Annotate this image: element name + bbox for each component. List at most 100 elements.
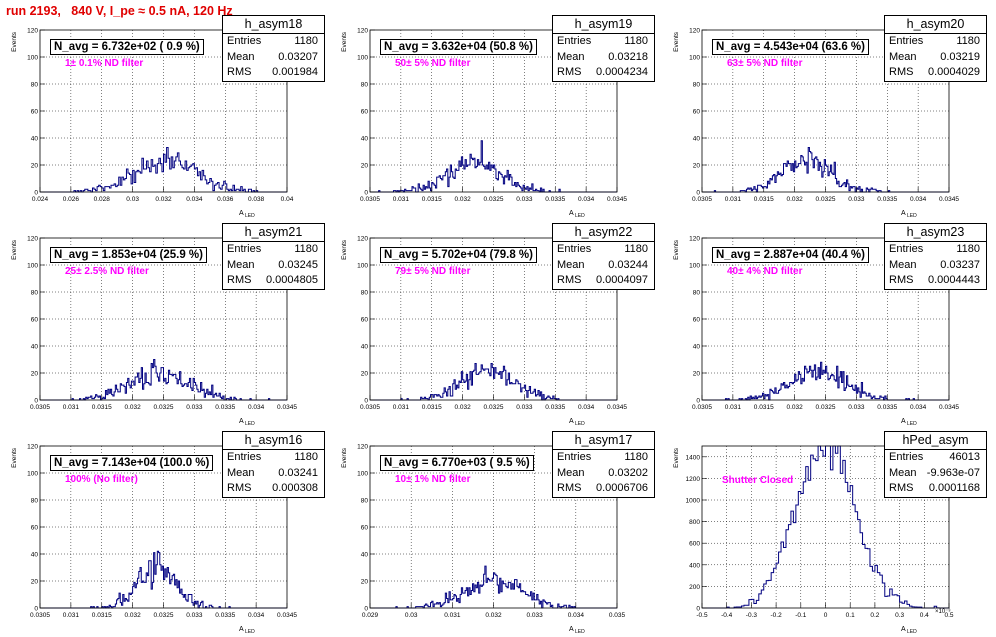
y-tick-label: 60: [31, 317, 39, 324]
y-tick-label: 100: [27, 471, 38, 478]
stats-box: h_asym19 Entries 1180 Mean 0.03218 RMS 0.00042…: [552, 15, 655, 82]
histogram-name: hPed_asym: [885, 432, 986, 450]
x-tick-label: 0.033: [848, 404, 865, 411]
y-tick-label: 100: [357, 263, 368, 270]
y-tick-label: 60: [31, 525, 39, 532]
stats-label: Mean: [889, 466, 917, 479]
x-tick-label: 0.0315: [92, 404, 112, 411]
y-tick-label: 0: [364, 398, 368, 405]
histogram-panel-h_asym17: 0.029 0.03 0.031 0.032 0.033 0.034 0.035 0 20 40 6…: [330, 430, 660, 637]
x-tick-label: 0.0315: [754, 196, 774, 203]
x-tick-label: 0.0335: [877, 196, 897, 203]
x-axis-subscript: LED: [245, 629, 255, 635]
x-axis-subscript: LED: [575, 213, 585, 219]
y-tick-label: 0: [34, 606, 38, 613]
stats-label: Entries: [227, 35, 262, 47]
y-tick-label: 120: [357, 236, 368, 243]
stats-row-entries: Entries 1180: [885, 34, 986, 50]
histogram-panel-hPed_asym: -0.5 -0.4 -0.3 -0.2 -0.1 0 0.1 0.2 0.3 0.4 0.5 0 200…: [662, 430, 992, 637]
stats-label: RMS: [227, 482, 252, 494]
stats-label: Mean: [557, 50, 585, 63]
x-tick-label: 0.034: [568, 612, 585, 619]
stats-row-rms: RMS 0.0004805: [223, 273, 324, 289]
x-tick-label: 0.2: [870, 612, 879, 619]
x-tick-label: 0.033: [186, 612, 203, 619]
histogram-name: h_asym23: [885, 224, 986, 242]
x-tick-label: 0.032: [454, 196, 471, 203]
y-tick-label: 80: [361, 498, 369, 505]
x-tick-label: 0.0305: [692, 404, 712, 411]
y-axis-title: Events: [11, 239, 18, 260]
y-tick-label: 0: [34, 190, 38, 197]
stats-value: 1180: [956, 243, 980, 255]
histogram-panel-h_asym20: 0.0305 0.031 0.0315 0.032 0.0325 0.033 0.0335 0…: [662, 14, 992, 221]
x-tick-label: 0.028: [94, 196, 111, 203]
stats-label: RMS: [889, 274, 914, 286]
x-axis-title: A: [569, 626, 574, 633]
stats-value: 0.03245: [278, 258, 318, 271]
stats-row-entries: Entries 1180: [553, 450, 654, 466]
stats-row-mean: Mean -9.963e-07: [885, 466, 986, 482]
stats-value: 0.0001168: [928, 482, 980, 494]
x-tick-label: 0.034: [186, 196, 203, 203]
x-tick-label: 0: [824, 612, 828, 619]
filter-label: 100% (No filter): [65, 474, 138, 485]
stats-row-mean: Mean 0.03237: [885, 258, 986, 274]
y-tick-label: 20: [31, 371, 39, 378]
x-tick-label: 0.0325: [484, 404, 504, 411]
x-tick-label: 0.0345: [277, 612, 297, 619]
y-tick-label: 120: [689, 236, 700, 243]
stats-box: h_asym21 Entries 1180 Mean 0.03245 RMS 0.00048…: [222, 223, 325, 290]
histogram-panel-h_asym16: 0.0305 0.031 0.0315 0.032 0.0325 0.033 0.0335 0…: [0, 430, 330, 637]
x-axis-subscript: LED: [907, 421, 917, 427]
filter-label: 79± 5% ND filter: [395, 266, 471, 277]
y-tick-label: 100: [357, 55, 368, 62]
x-tick-label: 0.031: [63, 612, 80, 619]
stats-row-rms: RMS 0.0004097: [553, 273, 654, 289]
histogram-panel-h_asym21: 0.0305 0.031 0.0315 0.032 0.0325 0.033 0.0335 0…: [0, 222, 330, 429]
x-tick-label: 0.0335: [877, 404, 897, 411]
x-axis-title: A: [901, 210, 906, 217]
stats-box: h_asym20 Entries 1180 Mean 0.03219 RMS 0.00040…: [884, 15, 987, 82]
navg-label: N_avg = 4.543e+04 (63.6 %): [712, 39, 869, 55]
stats-label: RMS: [227, 66, 252, 78]
stats-row-mean: Mean 0.03244: [553, 258, 654, 274]
stats-value: -9.963e-07: [926, 466, 980, 479]
stats-value: 0.03237: [940, 258, 980, 271]
y-tick-label: 100: [689, 55, 700, 62]
x-axis-subscript: LED: [575, 421, 585, 427]
x-tick-label: 0.0345: [277, 404, 297, 411]
histogram-plot: 0.0305 0.031 0.0315 0.032 0.0325 0.033 0.0335 0…: [11, 444, 297, 636]
stats-value: 0.0004097: [596, 274, 648, 286]
y-tick-label: 80: [31, 290, 39, 297]
x-tick-label: 0.0315: [422, 196, 442, 203]
x-tick-label: -0.1: [795, 612, 807, 619]
stats-label: Mean: [227, 50, 255, 63]
x-tick-label: 0.0335: [215, 612, 235, 619]
stats-value: 0.03218: [608, 50, 648, 63]
y-tick-label: 20: [361, 163, 369, 170]
stats-value: 0.0004234: [596, 66, 648, 78]
stats-value: 1180: [294, 451, 318, 463]
y-tick-label: 1000: [686, 498, 701, 505]
x-tick-label: 0.3: [895, 612, 904, 619]
x-axis-subscript: LED: [575, 629, 585, 635]
x-tick-label: 0.033: [516, 404, 533, 411]
x-tick-label: -0.5: [696, 612, 708, 619]
x-tick-label: 0.034: [578, 196, 595, 203]
x-tick-label: 0.031: [393, 196, 410, 203]
filter-label: 10± 1% ND filter: [395, 474, 471, 485]
x-tick-label: 0.0315: [754, 404, 774, 411]
x-tick-label: -0.2: [770, 612, 782, 619]
stats-label: Mean: [889, 50, 917, 63]
x-tick-label: 0.029: [362, 612, 379, 619]
histogram-name: h_asym16: [223, 432, 324, 450]
histogram-panel-h_asym18: 0.024 0.026 0.028 0.03 0.032 0.034 0.036 0.038 0…: [0, 14, 330, 221]
y-tick-label: 0: [364, 606, 368, 613]
y-tick-label: 80: [361, 290, 369, 297]
stats-label: Entries: [557, 35, 592, 47]
filter-label: 25± 2.5% ND filter: [65, 266, 149, 277]
x-tick-label: 0.032: [155, 196, 172, 203]
stats-value: 0.03241: [278, 466, 318, 479]
y-tick-label: 20: [31, 163, 39, 170]
